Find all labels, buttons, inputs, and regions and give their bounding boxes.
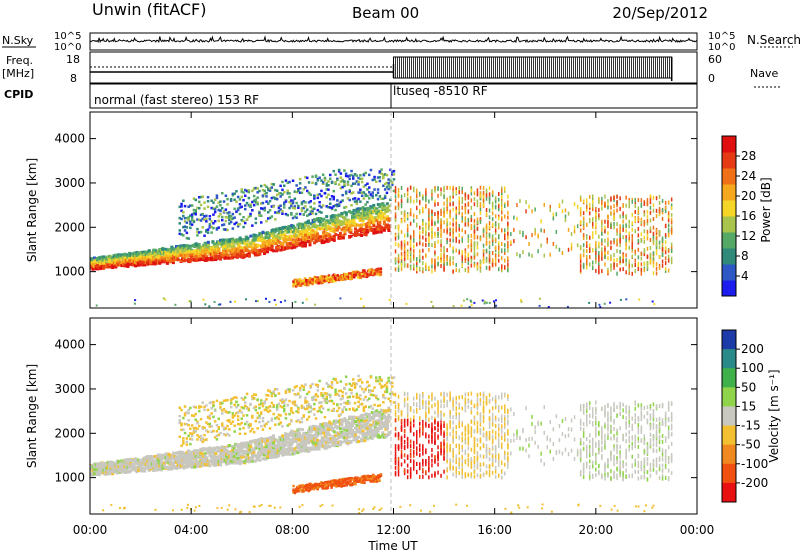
y-tick-label: 1000 xyxy=(54,471,85,485)
x-tick-label: 20:00 xyxy=(579,523,614,537)
freq-nave-traces xyxy=(90,56,673,81)
freq-tick-top: 18 xyxy=(66,53,80,66)
velocity-scatter xyxy=(90,374,673,514)
noise-right-tick-bottom: 10^0 xyxy=(708,42,735,53)
colorbar-tick: -100 xyxy=(741,457,768,471)
y-tick-label: 2000 xyxy=(54,426,85,440)
freq-tick-bottom: 8 xyxy=(70,72,77,85)
colorbar-tick: 200 xyxy=(741,342,764,356)
x-tick-label: 04:00 xyxy=(174,523,209,537)
nave-tick-bottom: 0 xyxy=(708,72,715,85)
station-title: Unwin (fitACF) xyxy=(92,0,206,19)
x-tick-label: 08:00 xyxy=(275,523,310,537)
date-title: 20/Sep/2012 xyxy=(612,4,708,22)
colorbar-tick: 24 xyxy=(741,169,756,183)
y-tick-label: 3000 xyxy=(54,176,85,190)
power-colorbar: 4 8 12 16 20 24 28 xyxy=(721,135,756,297)
nsearch-label: N.Search xyxy=(747,33,800,47)
colorbar-tick: -200 xyxy=(741,476,768,490)
freq-unit-label: [MHz] xyxy=(2,67,34,80)
y-tick-label: 4000 xyxy=(54,338,85,352)
colorbar-tick: -50 xyxy=(741,438,761,452)
x-tick-label: 12:00 xyxy=(376,523,411,537)
y-tick-label: 3000 xyxy=(54,382,85,396)
y-tick-label: 1000 xyxy=(54,265,85,279)
noise-left-tick-top: 10^5 xyxy=(54,31,81,42)
colorbar-tick: 4 xyxy=(741,269,749,283)
colorbar-tick: 16 xyxy=(741,209,756,223)
power-ylabel: Slant Range [km] xyxy=(25,158,39,262)
y-tick-label: 4000 xyxy=(54,132,85,146)
power-scatter xyxy=(90,168,673,309)
colorbar-tick: -15 xyxy=(741,419,761,433)
noise-left-tick-bottom: 10^0 xyxy=(54,42,81,53)
velocity-ylabel: Slant Range [km] xyxy=(25,364,39,468)
power-colorbar-label: Power [dB] xyxy=(759,177,773,242)
velocity-colorbar-label: Velocity [m s⁻¹] xyxy=(767,369,781,462)
colorbar-tick: 100 xyxy=(741,361,764,375)
noise-strip-frame xyxy=(89,32,698,51)
noise-trace xyxy=(89,35,698,44)
noise-right-tick-top: 10^5 xyxy=(708,31,735,42)
colorbar-tick: 12 xyxy=(741,229,756,243)
cpid-segment-2: ltuseq -8510 RF xyxy=(393,84,488,98)
x-tick-label: 00:00 xyxy=(680,523,715,537)
x-tick-label: 16:00 xyxy=(477,523,512,537)
freq-label: Freq. xyxy=(6,54,33,67)
velocity-colorbar: 200 100 50 15 -15 -50 -100 -200 xyxy=(721,329,768,503)
colorbar-tick: 8 xyxy=(741,249,749,263)
colorbar-tick: 20 xyxy=(741,189,756,203)
nsky-label: N.Sky xyxy=(2,34,34,47)
x-tick-label: 00:00 xyxy=(73,523,108,537)
y-tick-label: 2000 xyxy=(54,220,85,234)
cpid-segment-1: normal (fast stereo) 153 RF xyxy=(94,93,259,107)
colorbar-tick: 50 xyxy=(741,380,756,394)
cpid-strip-frame xyxy=(89,83,698,109)
beam-title: Beam 00 xyxy=(352,4,419,22)
nave-label: Nave xyxy=(750,67,778,80)
x-axis-label: Time UT xyxy=(367,539,418,553)
colorbar-tick: 15 xyxy=(741,399,756,413)
nave-tick-top: 60 xyxy=(708,53,722,66)
cpid-label: CPID xyxy=(4,88,33,101)
colorbar-tick: 28 xyxy=(741,149,756,163)
